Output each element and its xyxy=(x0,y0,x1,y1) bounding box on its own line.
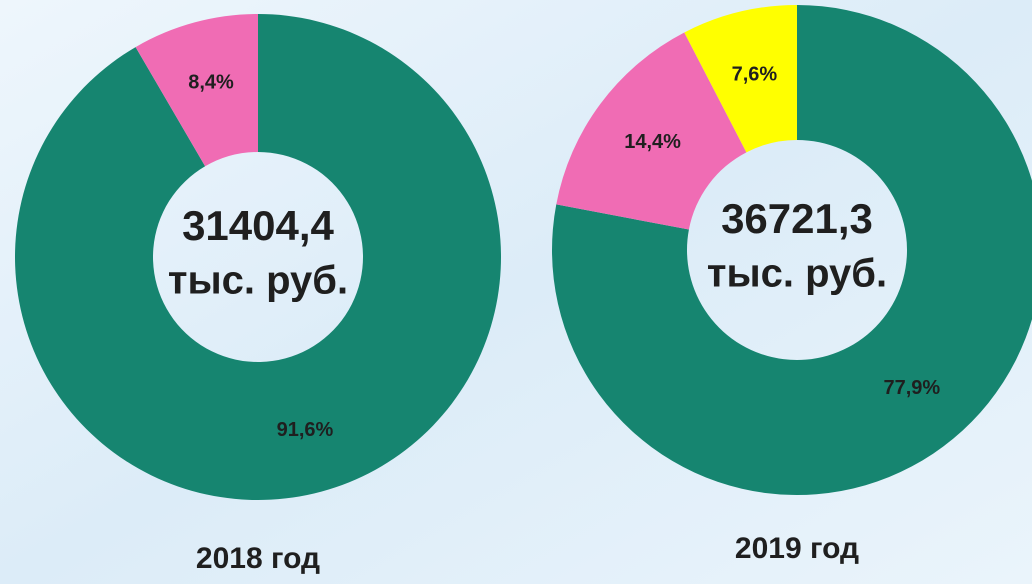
data-label: 7,6% xyxy=(732,63,778,85)
caption: 2018 год xyxy=(196,542,320,575)
center-value: 31404,4 xyxy=(182,202,334,249)
center-value: 36721,3 xyxy=(721,195,873,242)
data-label: 77,9% xyxy=(883,377,940,399)
data-label: 91,6% xyxy=(277,419,334,441)
center-unit: тыс. руб. xyxy=(707,252,887,296)
donut-slice xyxy=(135,14,258,167)
donut-slice xyxy=(552,5,1032,495)
donut-slice xyxy=(556,32,747,230)
center-unit: тыс. руб. xyxy=(168,259,348,303)
donut-slice xyxy=(15,14,502,500)
caption: 2019 год xyxy=(735,532,859,565)
data-label: 8,4% xyxy=(188,72,234,94)
donut-slice xyxy=(684,5,797,153)
data-label: 14,4% xyxy=(624,131,681,153)
